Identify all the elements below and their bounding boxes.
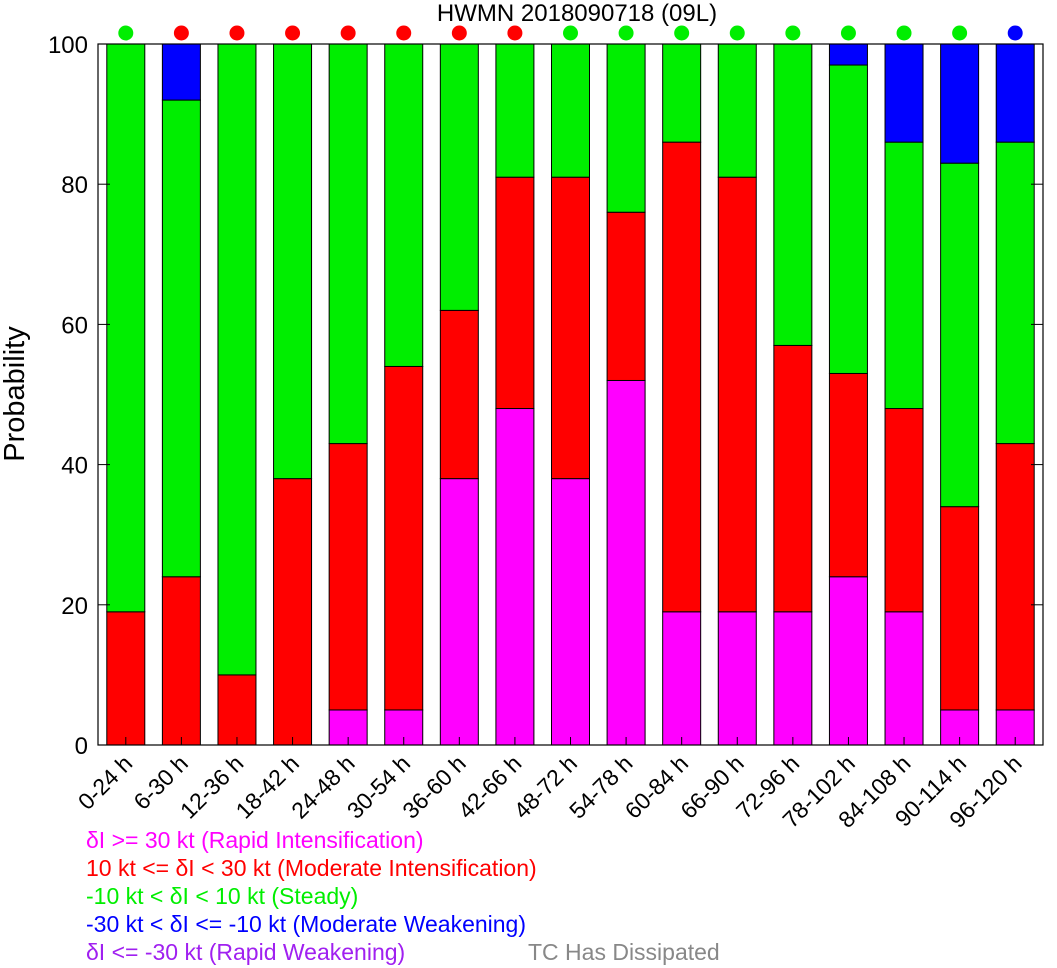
bar-segment-mi-3 [273,478,313,746]
bar-segment-mi-14 [884,408,924,613]
bar-segment-mi-4 [328,443,368,711]
y-axis-label: Probability [0,326,31,462]
bar-segment-mi-5 [384,365,424,711]
bar-segment-ri-13 [828,576,868,746]
bar-segment-mi-11 [717,176,757,613]
plot-frame [97,43,1044,746]
legend-item-rapid-intensification: δI >= 30 kt (Rapid Intensification) [86,827,424,853]
bar-segment-ri-8 [551,478,590,746]
top-marker-8 [563,25,578,41]
bar-segment-mi-9 [606,211,646,381]
bar-segment-mw-14 [884,43,924,143]
top-marker-13 [840,25,856,41]
legend-item-moderate-intensification: 10 kt <= δI < 30 kt (Moderate Intensific… [86,855,537,881]
bar-segment-st-13 [828,64,868,374]
y-tick-label-80: 80 [61,172,88,199]
chart-title: HWMN 2018090718 (09L) [437,0,717,27]
bar-segment-st-1 [161,99,201,578]
top-markers-group [118,25,1023,41]
y-tick-label-20: 20 [61,593,88,620]
bar-segment-mi-15 [940,506,980,711]
legend-item-steady: -10 kt < δI < 10 kt (Steady) [86,883,359,909]
y-tick-label-40: 40 [61,453,88,480]
bar-segment-st-6 [439,43,479,311]
legend: δI >= 30 kt (Rapid Intensification) 10 k… [86,826,537,966]
top-marker-1 [173,25,189,41]
bar-segment-st-7 [495,43,535,178]
bar-segment-st-11 [717,43,757,178]
legend-item-moderate-weakening: -30 kt < δI <= -10 kt (Moderate Weakenin… [86,911,527,937]
bar-segment-st-9 [606,43,646,213]
bar-segment-st-16 [995,141,1035,445]
bar-segment-mi-13 [828,372,868,578]
bar-segment-mw-15 [940,43,980,164]
top-marker-3 [285,25,301,41]
bars-group [106,43,1035,746]
bar-segment-st-15 [940,162,980,508]
bar-segment-st-0 [106,43,146,613]
top-marker-14 [896,25,912,41]
bar-segment-st-12 [773,43,813,346]
bar-segment-st-14 [884,141,924,410]
bar-segment-mw-16 [995,43,1035,143]
bar-segment-st-3 [273,43,313,480]
top-marker-7 [507,25,523,41]
bar-segment-mi-2 [217,674,257,746]
top-marker-2 [229,25,245,41]
bar-segment-mw-13 [828,43,868,66]
bar-segment-ri-12 [773,611,813,746]
y-tick-label-100: 100 [48,32,88,59]
top-marker-10 [674,25,690,41]
top-marker-6 [451,25,467,41]
top-marker-16 [1007,25,1023,41]
bar-segment-mi-0 [106,611,146,746]
top-marker-5 [396,25,412,41]
y-tick-label-0: 0 [75,733,88,760]
top-marker-0 [118,25,134,41]
legend-item-dissipated: TC Has Dissipated [528,939,720,965]
bar-segment-st-2 [217,43,257,676]
bar-segment-st-10 [662,43,702,143]
bar-segment-mi-6 [439,309,479,480]
y-tick-label-60: 60 [61,312,88,339]
bar-segment-st-4 [328,43,368,445]
bar-segment-mi-10 [662,141,702,613]
top-marker-9 [618,25,634,41]
bar-segment-ri-7 [495,408,535,746]
top-marker-15 [952,25,968,41]
bar-segment-ri-6 [439,478,479,746]
bar-segment-mi-8 [551,176,590,480]
top-marker-4 [340,25,356,41]
bar-segment-ri-14 [884,611,924,746]
top-marker-11 [729,25,745,41]
bar-segment-mi-12 [773,344,813,613]
bar-segment-ri-11 [717,611,757,746]
top-marker-12 [785,25,801,41]
bar-segment-ri-9 [606,379,646,746]
bar-segment-mw-1 [161,43,201,101]
bar-segment-mi-7 [495,176,535,410]
legend-item-rapid-weakening: δI <= -30 kt (Rapid Weakening) [86,939,406,965]
bar-segment-ri-10 [662,611,702,746]
bar-segment-mi-16 [995,443,1035,711]
bar-segment-st-5 [384,43,424,367]
bar-segment-st-8 [551,43,590,178]
bar-segment-mi-1 [161,576,201,746]
